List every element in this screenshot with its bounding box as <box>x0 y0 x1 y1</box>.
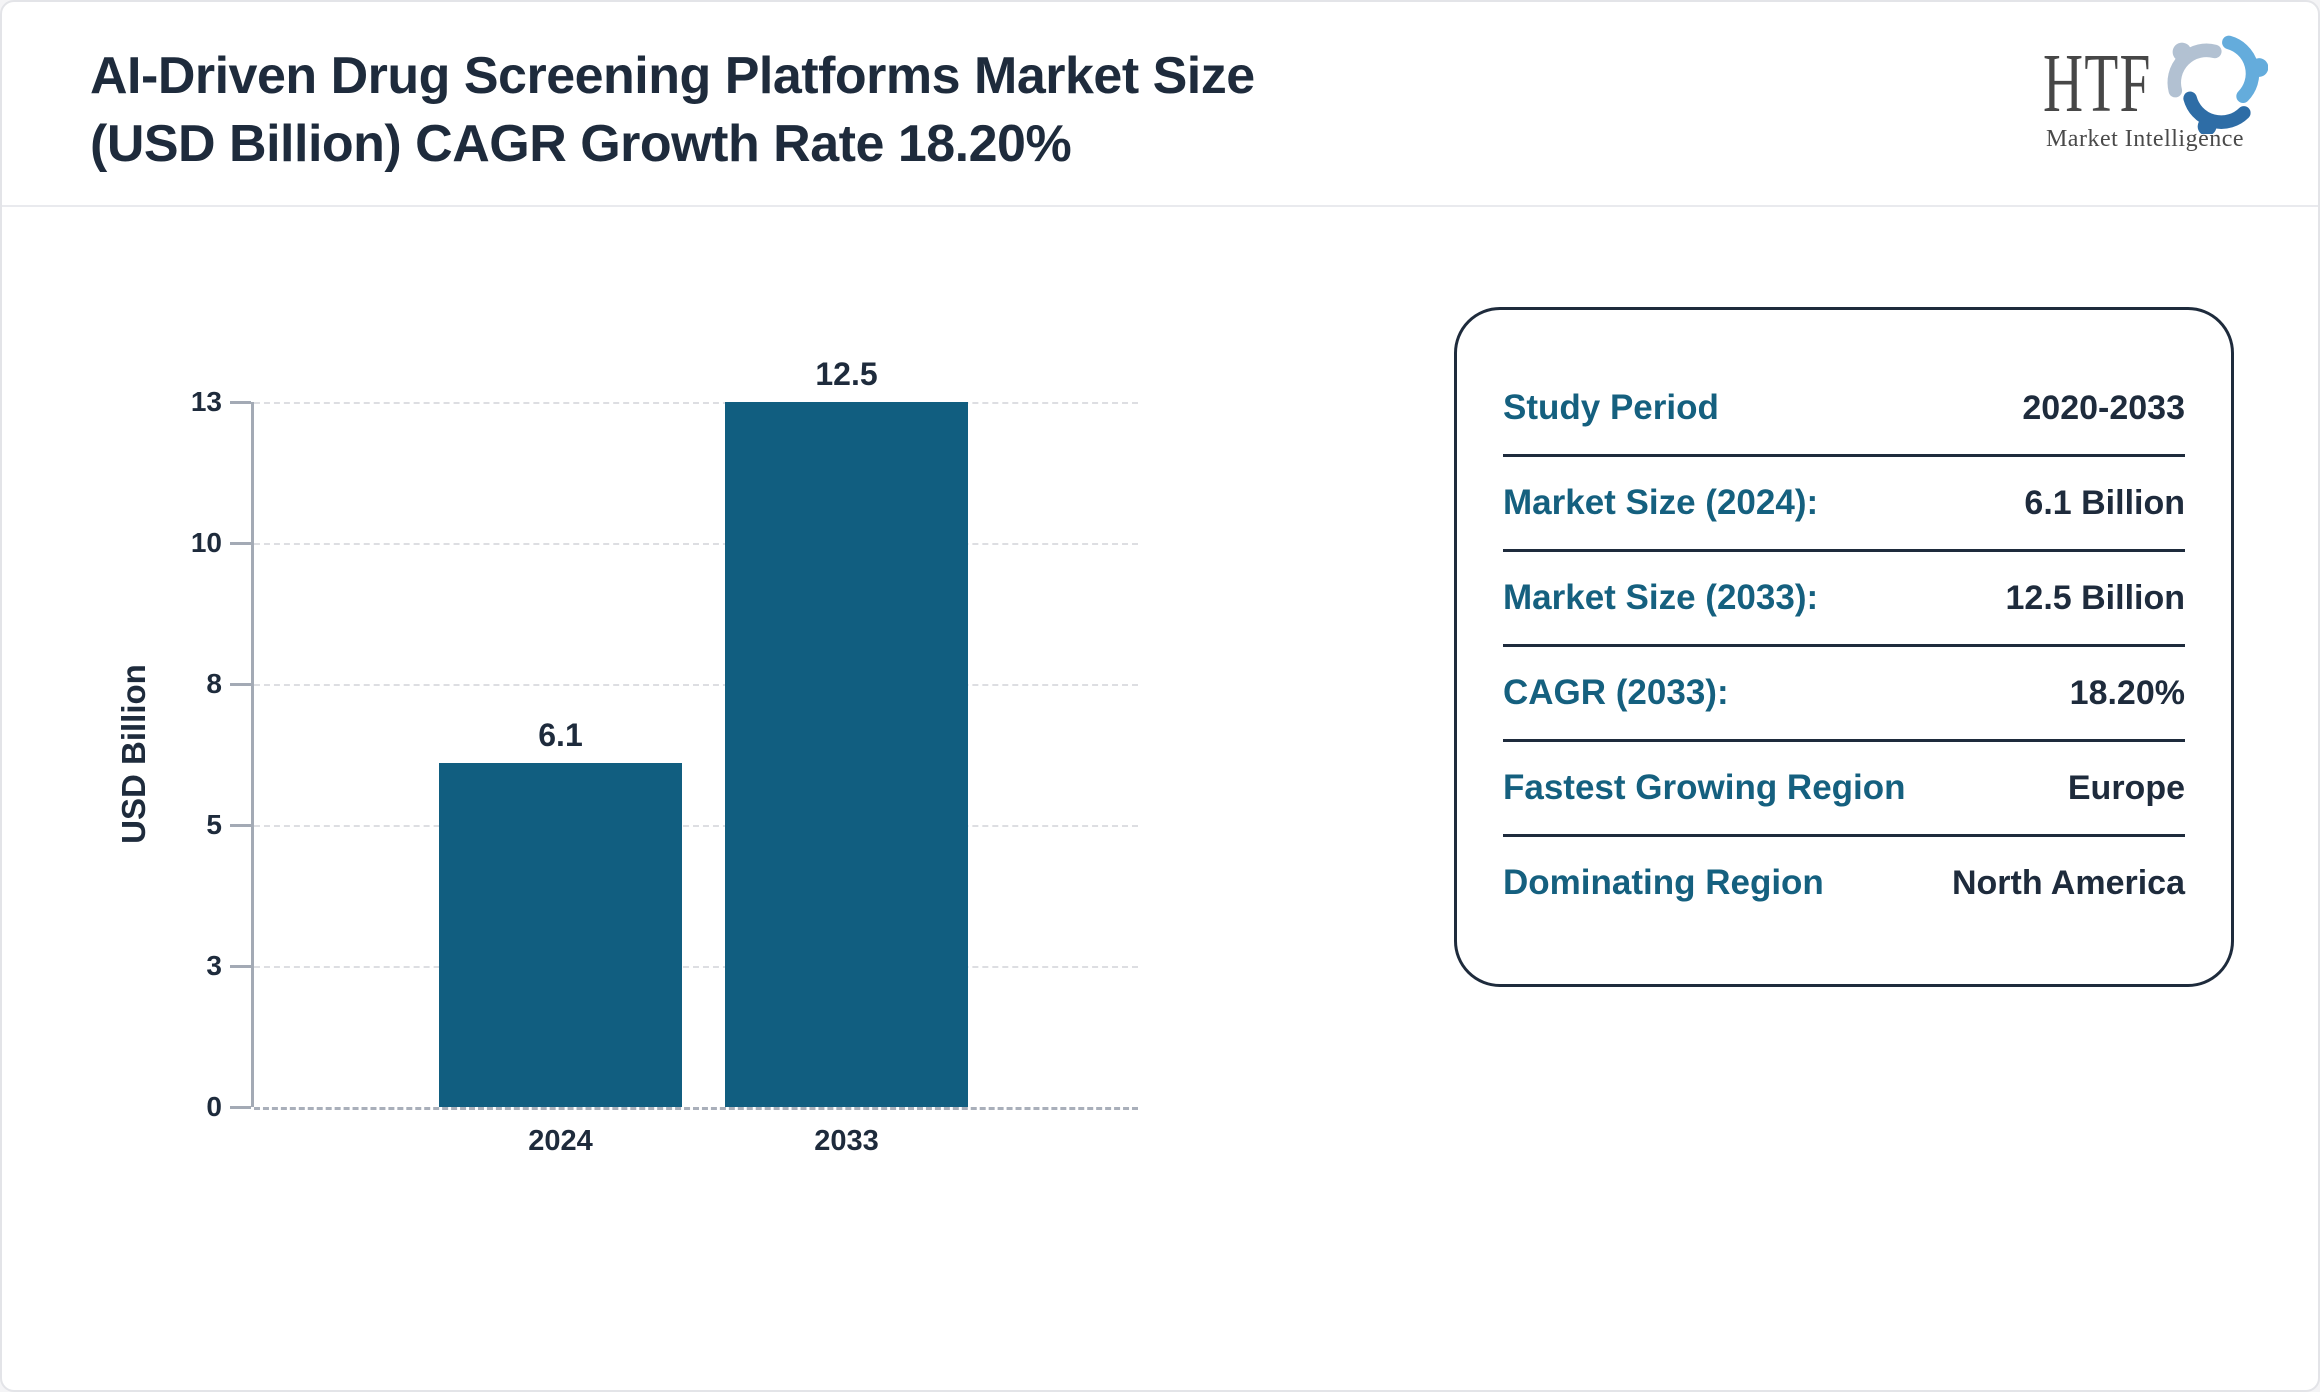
bar-chart-plot-area: 0 3 5 8 10 13 6.1 2024 12.5 2033 <box>191 356 1138 1157</box>
bar-value-label: 6.1 <box>538 716 583 753</box>
market-summary-card: Study Period 2020-2033 Market Size (2024):… <box>1454 307 2234 987</box>
page-title: AI-Driven Drug Screening Platforms Marke… <box>90 42 1255 178</box>
title-line-2: (USD Billion) CAGR Growth Rate 18.20% <box>90 115 1072 174</box>
y-tick-label: 13 <box>190 386 222 417</box>
gridline <box>254 966 1138 968</box>
y-axis-title: USD Billion <box>115 664 152 844</box>
bar-2033 <box>725 402 968 1107</box>
htf-logo: HTF <box>2030 30 2269 153</box>
y-tick-label: 3 <box>206 950 222 981</box>
summary-value: North America <box>1951 863 2185 902</box>
summary-row: Dominating Region North America <box>1503 834 2185 929</box>
summary-label: Study Period <box>1503 388 1719 427</box>
y-tick-mark <box>230 542 251 545</box>
summary-value: 12.5 Billion <box>2005 578 2186 617</box>
logo-row: HTF <box>2030 30 2269 136</box>
x-tick-label: 2033 <box>814 1125 879 1157</box>
summary-value: 2020-2033 <box>2022 388 2185 427</box>
gridline <box>254 402 1138 404</box>
y-tick-label: 8 <box>206 668 222 699</box>
summary-row: Fastest Growing Region Europe <box>1503 739 2185 834</box>
htf-swirl-figures-icon <box>2164 30 2269 139</box>
summary-row: Market Size (2024): 6.1 Billion <box>1503 454 2185 549</box>
summary-row: Study Period 2020-2033 <box>1503 362 2185 454</box>
gridline <box>254 543 1138 545</box>
bar-2024 <box>439 762 682 1107</box>
summary-row: CAGR (2033): 18.20% <box>1503 644 2185 739</box>
y-tick-mark <box>230 824 251 827</box>
gridline <box>254 825 1138 827</box>
bar-value-label: 12.5 <box>815 356 878 392</box>
y-tick-mark <box>230 683 251 686</box>
gridline <box>254 684 1138 686</box>
header: AI-Driven Drug Screening Platforms Marke… <box>2 2 2318 207</box>
summary-label: Market Size (2024): <box>1503 483 1819 522</box>
logo-text: HTF <box>2043 37 2152 130</box>
y-tick-label: 5 <box>206 809 222 840</box>
y-tick-label: 0 <box>206 1091 222 1122</box>
summary-label: Market Size (2033): <box>1503 578 1819 617</box>
summary-value: Europe <box>2067 768 2185 807</box>
summary-label: Dominating Region <box>1503 863 1824 902</box>
summary-value: 18.20% <box>2069 673 2185 712</box>
summary-row: Market Size (2033): 12.5 Billion <box>1503 549 2185 644</box>
y-axis-line <box>251 402 254 1107</box>
x-axis-baseline <box>254 1107 1138 1110</box>
summary-label: Fastest Growing Region <box>1503 768 1906 807</box>
summary-value: 6.1 Billion <box>2024 483 2185 522</box>
summary-label: CAGR (2033): <box>1503 673 1729 712</box>
y-tick-mark <box>230 965 251 968</box>
title-line-1: AI-Driven Drug Screening Platforms Marke… <box>90 47 1255 105</box>
x-tick-label: 2024 <box>528 1125 593 1157</box>
y-tick-label: 10 <box>190 527 222 558</box>
y-tick-mark <box>230 1106 251 1109</box>
y-tick-mark <box>230 401 251 404</box>
